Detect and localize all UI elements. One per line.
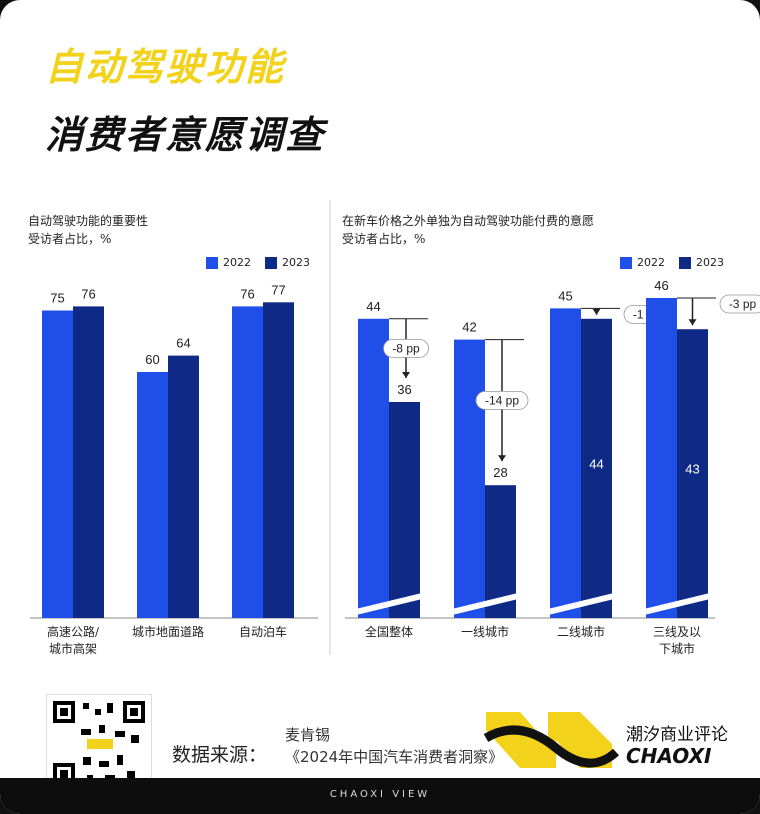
bar-2022-1 <box>358 318 389 618</box>
category-label: 三线及以 <box>653 625 701 639</box>
bar-2022-4 <box>646 298 677 618</box>
data-label: 46 <box>654 278 668 293</box>
axis-break <box>451 593 519 615</box>
annotation-pill <box>719 294 760 314</box>
bar-2022-3 <box>550 308 581 618</box>
annotation-arrowhead <box>402 372 410 378</box>
axis-break <box>547 593 615 615</box>
left-chart-title: 自动驾驶功能的重要性 <box>28 214 149 228</box>
legend-item-2022: 2022 <box>206 256 251 269</box>
legend-item-2023: 2023 <box>265 256 310 269</box>
bar-2023-1 <box>73 306 104 618</box>
bar-2023-3 <box>581 318 612 618</box>
legend-swatch-2022 <box>206 256 218 269</box>
data-label: 77 <box>271 282 285 297</box>
category-label: 下城市 <box>659 641 695 656</box>
bar-2022-3 <box>232 306 263 618</box>
annotation-label: -3 pp <box>729 297 757 311</box>
axis-break <box>643 593 711 615</box>
legend-label-2022: 2022 <box>223 256 251 269</box>
brand-name-en: CHAOXI <box>626 744 712 768</box>
data-label: 76 <box>81 286 95 301</box>
data-label: 36 <box>397 382 411 397</box>
data-label: 45 <box>558 288 572 303</box>
legend-label-2023: 2023 <box>696 256 724 269</box>
bar-2023-4 <box>677 329 708 618</box>
category-label: 一线城市 <box>461 624 509 639</box>
data-label: 64 <box>176 336 190 351</box>
data-label: 75 <box>50 291 64 306</box>
bar-2022-2 <box>454 339 485 618</box>
data-label: 42 <box>462 320 476 335</box>
qr-code <box>46 694 152 792</box>
axis-break <box>355 593 423 615</box>
annotation-label: -14 pp <box>485 393 519 407</box>
bar-2023-3 <box>263 302 294 618</box>
legend-item-2023: 2023 <box>679 256 724 269</box>
annotation-arrowhead <box>688 319 697 326</box>
title-line-1: 自动驾驶功能 <box>45 45 286 89</box>
legend-item-2022: 2022 <box>620 256 665 269</box>
annotation-pill <box>383 338 429 358</box>
bar-2023-1 <box>389 402 420 618</box>
data-label: 28 <box>493 465 507 480</box>
source-title: 《2024年中国汽车消费者洞察》 <box>285 748 504 766</box>
bottom-bar: CHAOXI VIEW <box>0 778 760 814</box>
source-author: 麦肯锡 <box>285 726 331 744</box>
legend-swatch-2023 <box>265 256 277 269</box>
legend-swatch-2023 <box>679 256 691 269</box>
title-line-2: 消费者意愿调查 <box>45 113 326 157</box>
bar-2023-2 <box>168 355 199 618</box>
annotation-label: -8 pp <box>392 341 420 355</box>
category-label: 城市地面道路 <box>132 624 204 639</box>
right-chart-subtitle: 受访者占比，% <box>342 232 426 246</box>
annotation-arrowhead <box>498 455 506 462</box>
annotation-arrowhead <box>592 308 601 315</box>
qr-code-icon <box>53 701 145 785</box>
legend-swatch-2022 <box>620 256 632 269</box>
data-label: 60 <box>145 352 159 367</box>
source-label: 数据来源： <box>172 744 268 766</box>
legend-label-2022: 2022 <box>637 256 665 269</box>
bar-2022-2 <box>137 372 168 618</box>
category-label: 自动泊车 <box>239 624 287 639</box>
left-chart-subtitle: 受访者占比，% <box>28 232 112 246</box>
data-label: 43 <box>685 462 699 477</box>
category-label: 二线城市 <box>557 624 605 639</box>
category-label: 全国整体 <box>365 624 413 639</box>
right-legend: 2022 2023 <box>620 256 738 269</box>
legend-label-2023: 2023 <box>282 256 310 269</box>
annotation-pill <box>475 390 529 410</box>
category-label: 高速公路/ <box>47 624 100 639</box>
charts-canvas: 75 76 高速公路/城市高架 60 64 城市地面道路 76 77 自动泊车 44 36 -8 pp… <box>30 200 760 656</box>
bar-2022-1 <box>42 310 73 618</box>
category-label: 城市高架 <box>49 641 97 656</box>
data-label: 44 <box>366 299 380 314</box>
data-label: 44 <box>589 456 603 471</box>
right-chart-title: 在新车价格之外单独为自动驾驶功能付费的意愿 <box>342 214 595 228</box>
brand-name-cn: 潮汐商业评论 <box>626 725 728 745</box>
left-legend: 2022 2023 <box>206 256 324 269</box>
data-label: 76 <box>240 286 254 301</box>
bottom-bar-text: CHAOXI VIEW <box>329 789 431 800</box>
